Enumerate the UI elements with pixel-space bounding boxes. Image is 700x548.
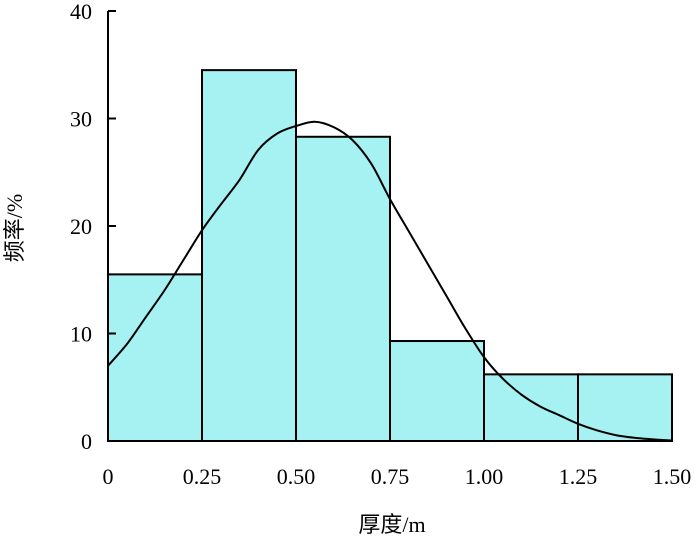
y-tick-label-30: 30 [70,107,92,132]
y-tick-label-0: 0 [81,429,92,454]
labels-layer: 厚度/m 频率/% [2,194,426,537]
x-tick-label-5: 1.25 [559,464,598,489]
y-tick-label-20: 20 [70,214,92,239]
histogram-bar-3 [295,135,391,442]
bars-layer [107,69,673,443]
x-tick-label-1: 0.25 [183,464,222,489]
histogram-bar-4 [389,340,485,442]
curve-layer [107,120,673,442]
histogram-bar-2 [201,69,297,442]
y-tick-label-40: 40 [70,0,92,24]
axes-layer: 0 10 20 30 40 0 0.25 0.50 0.75 1.00 1.25 1.50 [70,0,691,489]
histogram-bar-5 [483,373,579,443]
histogram-bar-6 [577,373,673,443]
x-tick-label-4: 1.00 [465,464,504,489]
x-tick-label-2: 0.50 [277,464,316,489]
x-tick-label-6: 1.50 [653,464,692,489]
x-tick-label-3: 0.75 [371,464,410,489]
x-tick-label-0: 0 [103,464,114,489]
fitted-curve [107,120,673,442]
histogram-bar-1 [107,273,203,442]
x-axis-title: 厚度/m [358,512,425,537]
y-tick-label-10: 10 [70,322,92,347]
y-axis-title: 频率/% [2,194,27,262]
